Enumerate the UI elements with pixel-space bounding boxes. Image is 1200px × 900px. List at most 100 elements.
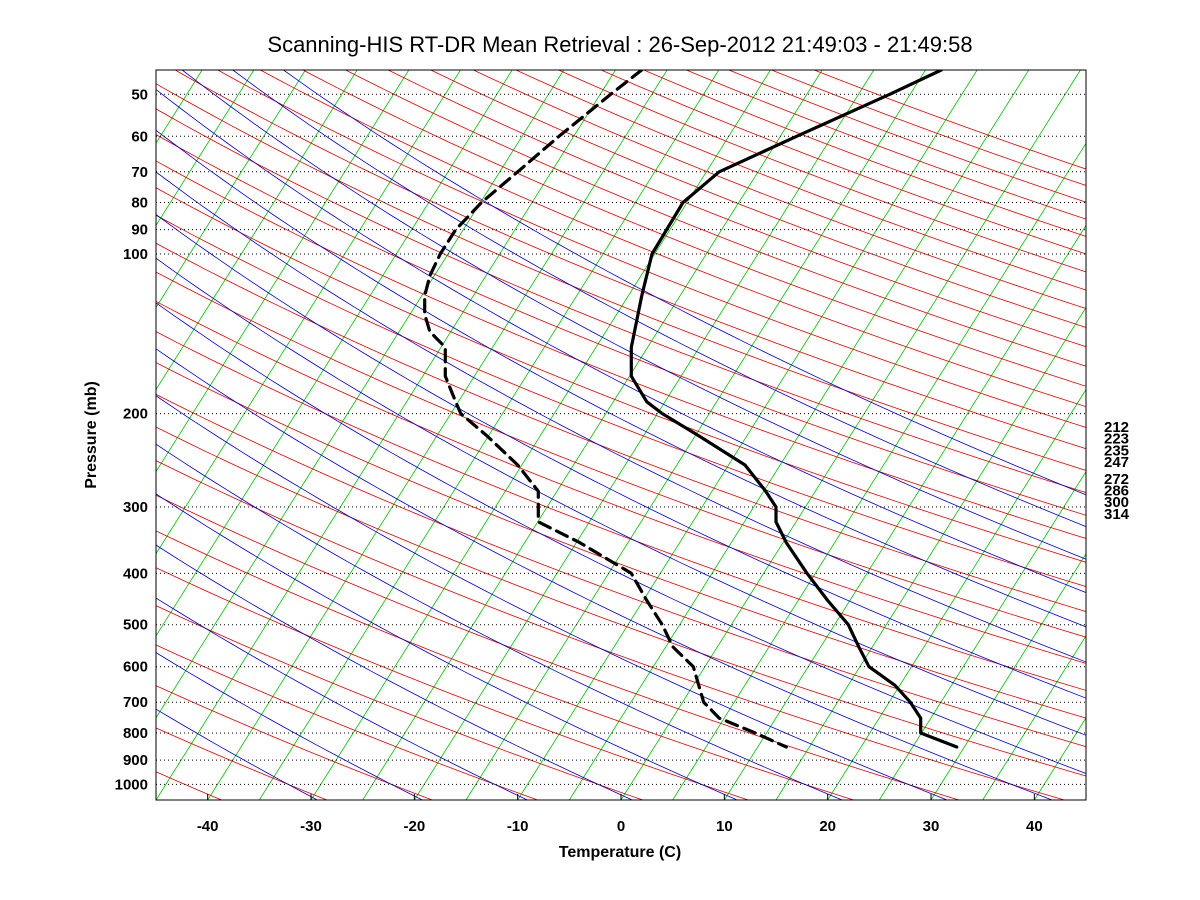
y-tick-label: 600 xyxy=(123,659,148,676)
isotherm-line xyxy=(827,388,1086,800)
dry-adiabat-line xyxy=(156,460,1065,800)
dry-adiabat-line xyxy=(156,331,1086,691)
right-annotation-label: 223 xyxy=(1104,431,1129,448)
y-tick-label: 100 xyxy=(123,246,148,263)
dry-adiabat-line xyxy=(430,70,1086,328)
dry-adiabat-line xyxy=(388,70,1086,348)
dry-adiabat-line xyxy=(156,393,1086,748)
y-tick-label: 300 xyxy=(123,499,148,516)
dry-adiabat-line xyxy=(643,70,1086,237)
moist-adiabat-line xyxy=(156,257,1086,736)
dry-adiabat-line xyxy=(728,70,1086,203)
y-axis-label: Pressure (mb) xyxy=(83,381,100,489)
x-tick-label: -10 xyxy=(507,818,529,835)
isotherm-line xyxy=(362,70,823,800)
moist-adiabat-line xyxy=(156,395,948,800)
isotherm-line xyxy=(156,70,255,227)
right-annotation-label: 272 xyxy=(1104,471,1129,488)
y-tick-label: 200 xyxy=(123,406,148,423)
thermodynamic-lines xyxy=(156,70,1086,800)
dry-adiabat-line xyxy=(156,300,1086,664)
y-tick-label: 700 xyxy=(123,694,148,711)
moist-adiabat-line xyxy=(156,348,1053,800)
right-annotation-label: 212 xyxy=(1104,419,1129,436)
dry-adiabat-line xyxy=(260,70,1086,408)
isotherm-line xyxy=(413,70,875,800)
x-tick-label: 20 xyxy=(819,818,836,835)
y-tick-label: 80 xyxy=(131,195,148,212)
right-annotation-label: 247 xyxy=(1104,454,1129,471)
dry-adiabat-line xyxy=(156,83,1086,471)
moist-adiabat-line xyxy=(156,214,1086,699)
y-tick-label: 800 xyxy=(123,725,148,742)
y-tick-label: 900 xyxy=(123,752,148,769)
dry-adiabat-line xyxy=(217,70,1086,428)
right-annotation-label: 300 xyxy=(1104,494,1129,511)
profile-lines xyxy=(423,70,959,749)
moist-adiabat-line xyxy=(156,302,1086,774)
dry-adiabat-line xyxy=(156,108,1086,493)
dry-adiabat-line xyxy=(473,70,1086,309)
dry-adiabat-line xyxy=(156,242,1086,612)
dry-adiabat-line xyxy=(156,362,1086,719)
profile-solid-line xyxy=(629,70,959,749)
y-tick-label: 50 xyxy=(131,86,148,103)
isotherm-line xyxy=(258,70,720,800)
moist-adiabat-line xyxy=(232,70,1086,528)
right-annotation-label: 286 xyxy=(1104,483,1129,500)
right-annotation-label: 314 xyxy=(1104,506,1130,523)
isotherm-line xyxy=(982,635,1086,800)
moist-adiabat-line xyxy=(156,544,633,800)
dry-adiabat-line xyxy=(558,70,1086,273)
isotherm-line xyxy=(156,70,565,719)
dry-adiabat-line xyxy=(345,70,1086,367)
moist-adiabat-line xyxy=(156,652,423,800)
dry-adiabat-line xyxy=(302,70,1086,387)
isotherm-line xyxy=(517,70,978,800)
x-tick-label: 0 xyxy=(617,818,625,835)
dry-adiabat-line xyxy=(156,644,538,800)
y-tick-label: 90 xyxy=(131,222,148,239)
isotherm-line xyxy=(930,552,1086,800)
y-tick-label: 400 xyxy=(123,565,148,582)
x-tick-label: 10 xyxy=(716,818,733,835)
dry-adiabat-line xyxy=(156,214,1086,587)
dry-adiabat-line xyxy=(156,567,749,800)
isotherm-line xyxy=(156,70,410,473)
x-tick-label: 40 xyxy=(1026,818,1043,835)
moist-adiabat-line xyxy=(283,70,1086,496)
y-tick-label: 60 xyxy=(131,128,148,145)
isotherm-line xyxy=(156,70,461,555)
dry-adiabat-line xyxy=(156,426,1086,777)
isotherm-line xyxy=(156,70,513,637)
isotherm-line xyxy=(723,224,1086,800)
isotherm-line xyxy=(156,70,616,800)
pressure-gridlines xyxy=(156,93,1086,785)
dry-adiabat-line xyxy=(156,494,960,800)
y-tick-label: 1000 xyxy=(115,776,148,793)
x-axis: -40 -30 -20 -10 0 10 20 30 40 xyxy=(197,794,1043,835)
x-tick-label: -20 xyxy=(403,818,425,835)
isotherm-line xyxy=(156,70,306,309)
chart-title: Scanning-HIS RT-DR Mean Retrieval : 26-S… xyxy=(267,32,972,57)
y-tick-label: 500 xyxy=(123,617,148,634)
x-tick-label: -30 xyxy=(300,818,322,835)
moist-adiabat-line xyxy=(156,493,738,800)
x-tick-label: -40 xyxy=(197,818,219,835)
dry-adiabat-line xyxy=(156,160,1086,539)
moist-adiabat-line xyxy=(156,129,1086,628)
dry-adiabat-line xyxy=(686,70,1086,220)
isotherm-line xyxy=(775,306,1086,800)
isotherm-line xyxy=(156,70,358,391)
moist-adiabat-line xyxy=(156,443,843,800)
profile-dashed-line xyxy=(423,70,788,749)
isotherm-line xyxy=(207,70,668,800)
dry-adiabat-line xyxy=(156,187,1086,563)
dry-adiabat-line xyxy=(156,530,854,800)
x-axis-label: Temperature (C) xyxy=(559,844,681,861)
moist-adiabat-line xyxy=(156,597,528,800)
dry-adiabat-line xyxy=(156,605,644,800)
